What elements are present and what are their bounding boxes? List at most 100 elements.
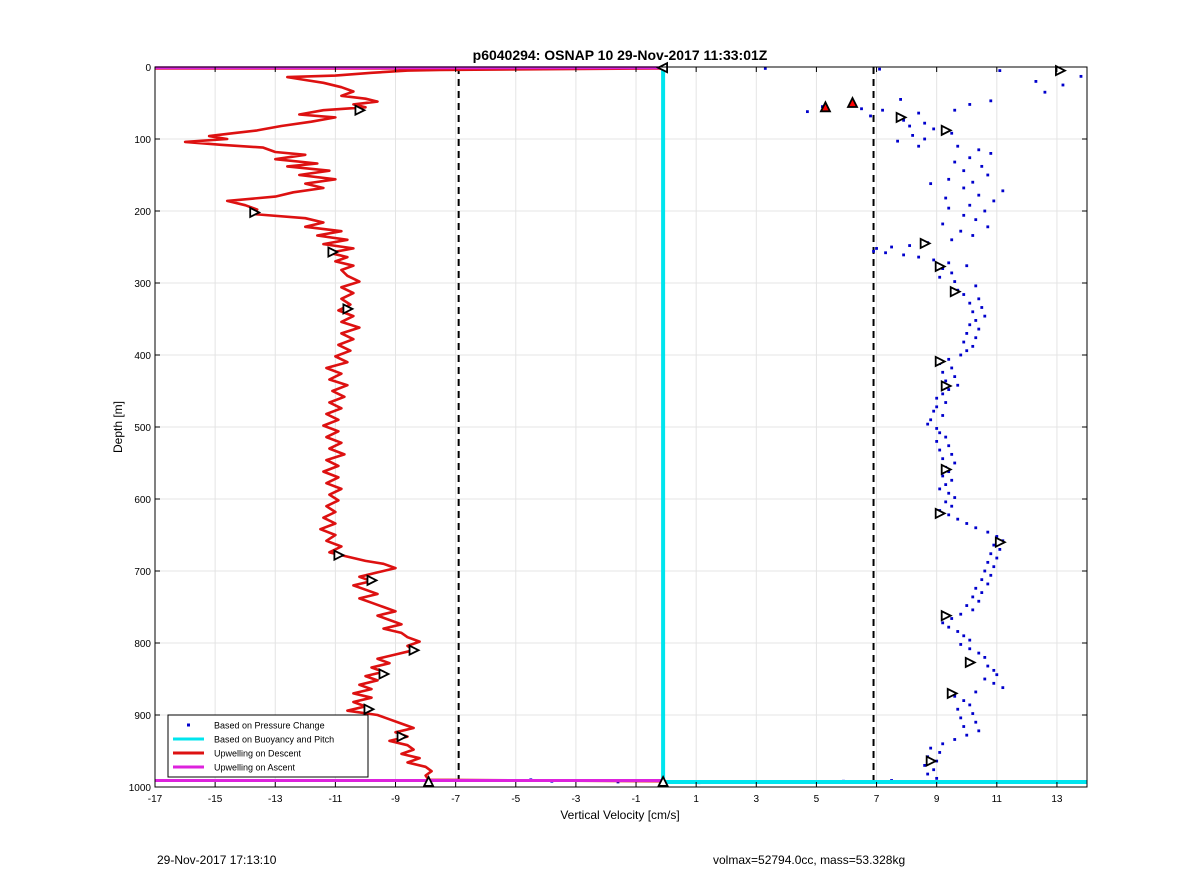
pressure-point xyxy=(962,340,966,344)
y-tick-label: 900 xyxy=(134,711,151,722)
triangle-marker xyxy=(342,302,355,315)
x-tick-label: 7 xyxy=(874,794,880,805)
pressure-point xyxy=(992,565,996,569)
y-axis-label: Depth [m] xyxy=(111,401,125,453)
x-axis-label: Vertical Velocity [cm/s] xyxy=(560,808,679,822)
triangle-marker xyxy=(940,609,953,622)
triangle-marker xyxy=(940,380,953,392)
pressure-point xyxy=(953,280,957,283)
x-tick-label: 1 xyxy=(693,794,699,805)
pressure-point xyxy=(989,152,993,155)
pressure-point xyxy=(950,504,954,508)
ticks: -17 -15 -13 -11 -9 -7 -5 -3 -1 1 3 5 7 9 11 13010020030… xyxy=(129,63,1087,805)
pressure-point xyxy=(956,630,960,633)
pressure-point xyxy=(950,366,954,370)
legend-entry: Based on Buoyancy and Pitch xyxy=(214,735,334,745)
pressure-point xyxy=(947,261,951,265)
triangle-marker xyxy=(363,703,376,716)
pressure-point xyxy=(971,712,975,715)
pressure-point xyxy=(998,548,1002,551)
triangle-marker xyxy=(934,355,947,368)
pressure-point xyxy=(1034,80,1038,83)
pressure-point xyxy=(977,729,981,733)
pressure-point xyxy=(926,772,930,776)
pressure-point xyxy=(992,543,996,547)
pressure-point xyxy=(950,238,954,242)
x-tick-label: -7 xyxy=(451,794,460,805)
footer-timestamp: 29-Nov-2017 17:13:10 xyxy=(157,853,277,867)
pressure-point xyxy=(938,431,942,435)
pressure-point xyxy=(878,67,881,71)
pressure-point xyxy=(935,396,939,400)
pressure-point xyxy=(971,344,975,348)
x-tick-label: -3 xyxy=(571,794,580,805)
x-tick-label: -5 xyxy=(511,794,520,805)
pressure-point xyxy=(941,370,945,374)
pressure-point xyxy=(950,452,954,456)
y-tick-label: 700 xyxy=(134,567,151,578)
pressure-point xyxy=(923,121,927,125)
triangle-marker xyxy=(1055,64,1067,77)
triangle-marker xyxy=(819,100,832,113)
pressure-point xyxy=(938,275,942,279)
pressure-point xyxy=(1043,90,1047,94)
pressure-point xyxy=(968,703,972,707)
pressure-point xyxy=(941,414,945,417)
pressure-point xyxy=(941,621,945,625)
x-tick-label: -1 xyxy=(632,794,641,805)
pressure-point xyxy=(962,634,966,638)
pressure-point xyxy=(965,522,969,525)
triangle-marker xyxy=(656,61,668,74)
y-tick-label: 800 xyxy=(134,639,151,650)
pressure-point xyxy=(890,245,893,249)
pressure-point xyxy=(860,107,863,111)
pressure-point xyxy=(929,418,933,422)
pressure-point xyxy=(947,206,951,210)
y-tick-label: 600 xyxy=(134,495,151,506)
pressure-point xyxy=(950,478,954,482)
y-tick-label: 100 xyxy=(134,135,151,146)
pressure-point xyxy=(941,742,945,746)
pressure-point xyxy=(941,267,945,270)
pressure-point xyxy=(980,306,984,309)
pressure-point xyxy=(944,483,948,486)
legend-swatch xyxy=(187,723,190,727)
x-tick-label: -13 xyxy=(268,794,283,805)
pressure-point xyxy=(938,487,942,491)
pressure-point xyxy=(908,244,912,247)
pressure-point xyxy=(962,699,966,702)
pressure-point xyxy=(947,444,951,448)
triangle-marker xyxy=(366,574,379,587)
pressure-point xyxy=(944,500,948,504)
pressure-point xyxy=(959,353,963,357)
pressure-point xyxy=(911,134,915,137)
series-upwelling-descent xyxy=(155,67,665,783)
pressure-point xyxy=(986,225,990,229)
triangle-marker xyxy=(946,687,959,700)
triangle-marker xyxy=(333,549,346,562)
pressure-point xyxy=(989,552,993,556)
pressure-point xyxy=(953,738,957,741)
pressure-point xyxy=(941,457,945,461)
pressure-point xyxy=(980,578,984,582)
pressure-point xyxy=(953,496,957,499)
legend-entry: Upwelling on Ascent xyxy=(214,763,296,773)
triangle-marker xyxy=(934,507,947,520)
x-tick-label: -9 xyxy=(391,794,400,805)
pressure-point xyxy=(953,461,957,465)
pressure-point xyxy=(977,193,981,197)
pressure-point xyxy=(989,573,993,577)
pressure-point xyxy=(896,139,899,143)
pressure-point xyxy=(947,357,951,361)
pressure-point xyxy=(974,586,978,590)
pressure-point xyxy=(947,470,951,474)
pressure-point xyxy=(938,751,942,754)
pressure-point xyxy=(953,375,957,378)
pressure-point xyxy=(935,440,939,443)
pressure-point xyxy=(986,560,990,564)
legend-entry: Upwelling on Descent xyxy=(214,749,302,759)
pressure-point xyxy=(932,258,936,262)
pressure-point xyxy=(935,776,939,780)
pressure-point xyxy=(950,617,954,620)
pressure-point xyxy=(995,673,999,677)
